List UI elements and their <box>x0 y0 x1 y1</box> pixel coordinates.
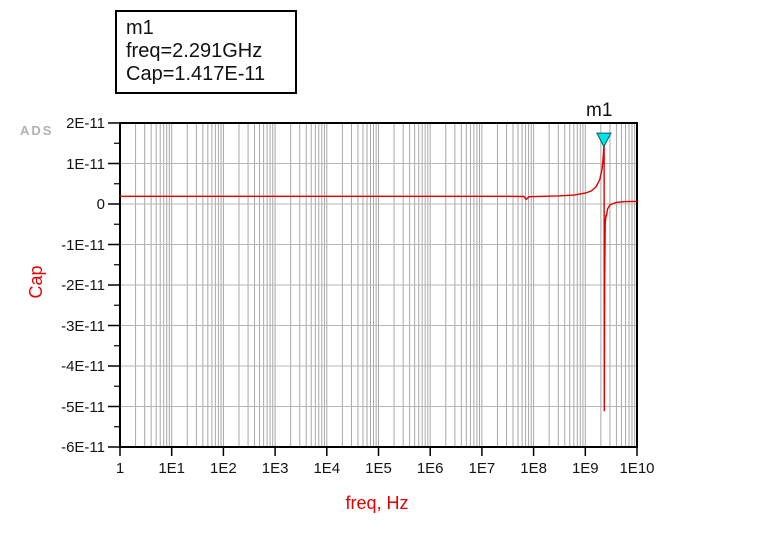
cap-trace <box>119 140 638 412</box>
marker-name: m1 <box>126 17 154 39</box>
y-tick-label: -3E-11 <box>61 317 105 335</box>
y-tick-label: -2E-11 <box>61 277 105 294</box>
x-tick-label: 1E10 <box>619 460 655 477</box>
x-axis-title: freq, Hz <box>345 493 409 513</box>
y-tick-label: 0 <box>96 196 105 213</box>
marker-freq-readout: freq=2.291GHz <box>126 40 263 62</box>
x-tick-label: 1E5 <box>365 460 392 477</box>
y-tick-label: 2E-11 <box>66 115 105 132</box>
y-tick-label: -4E-11 <box>61 358 105 375</box>
marker-triangle-icon[interactable] <box>596 132 612 148</box>
marker-flag-label: m1 <box>586 100 613 121</box>
y-tick-label: 1E-11 <box>66 155 105 173</box>
x-tick-label: 1E6 <box>416 460 444 477</box>
y-tick-label: -6E-11 <box>61 439 105 456</box>
x-tick-label: 1E8 <box>520 460 547 477</box>
x-tick-label: 1E1 <box>158 460 186 477</box>
x-tick-label: 1E2 <box>210 460 237 477</box>
x-tick-label: 1E3 <box>261 460 289 477</box>
y-tick-label: -5E-11 <box>61 398 105 416</box>
y-axis-title: Cap <box>26 265 46 299</box>
x-tick-label: 1 <box>115 460 125 477</box>
ads-watermark: ADS <box>20 123 54 138</box>
marker-readout-box[interactable]: m1 freq=2.291GHz Cap=1.417E-11 <box>115 10 297 94</box>
y-tick-label: -1E-11 <box>61 236 105 254</box>
marker-cap-readout: Cap=1.417E-11 <box>126 63 266 85</box>
x-tick-label: 1E4 <box>313 460 341 477</box>
x-tick-label: 1E7 <box>468 460 496 477</box>
x-tick-label: 1E9 <box>571 460 599 477</box>
